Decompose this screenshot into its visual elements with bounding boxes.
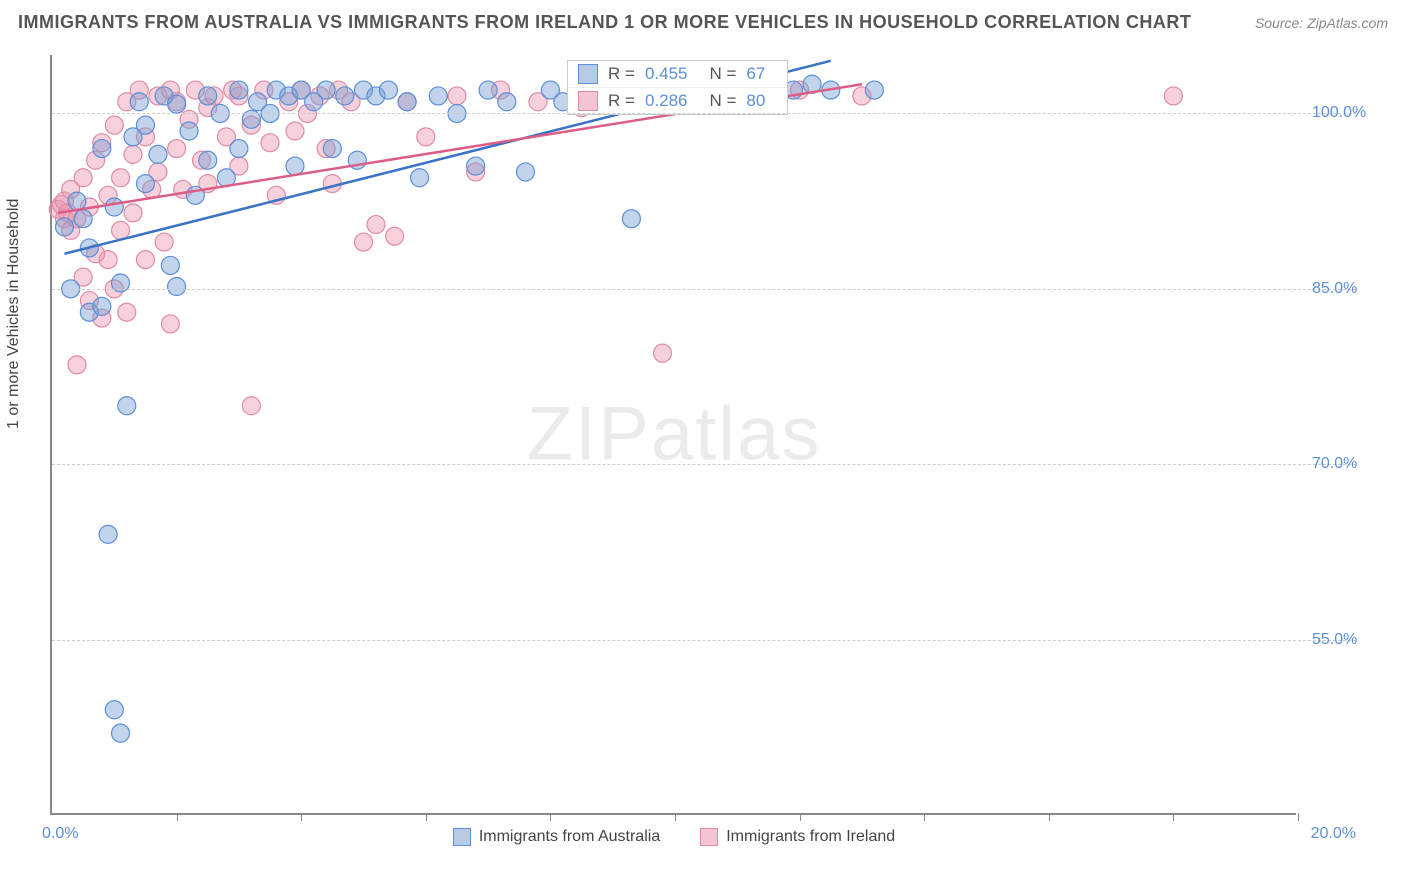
legend-swatch-australia <box>453 828 471 846</box>
y-tick-label: 70.0% <box>1312 455 1357 473</box>
gridline-h <box>52 289 1356 290</box>
legend-label-ireland: Immigrants from Ireland <box>726 828 895 846</box>
x-tick <box>550 813 551 821</box>
gridline-h <box>52 113 1356 114</box>
chart-title: IMMIGRANTS FROM AUSTRALIA VS IMMIGRANTS … <box>18 12 1191 33</box>
x-axis-max-label: 20.0% <box>1311 825 1356 843</box>
r-label: R = <box>608 91 635 111</box>
bottom-legend: Immigrants from Australia Immigrants fro… <box>52 828 1296 846</box>
x-tick <box>301 813 302 821</box>
n-value-ireland: 80 <box>746 91 765 111</box>
gridline-h <box>52 464 1356 465</box>
correlation-legend: R = 0.455 N = 67 R = 0.286 N = 80 <box>567 60 788 115</box>
legend-swatch-ireland <box>700 828 718 846</box>
legend-item-australia: Immigrants from Australia <box>453 828 660 846</box>
x-tick <box>675 813 676 821</box>
r-label: R = <box>608 64 635 84</box>
n-label: N = <box>709 91 736 111</box>
x-tick <box>177 813 178 821</box>
x-tick <box>1049 813 1050 821</box>
n-label: N = <box>709 64 736 84</box>
swatch-australia <box>578 64 598 84</box>
x-tick <box>1173 813 1174 821</box>
legend-label-australia: Immigrants from Australia <box>479 828 660 846</box>
y-tick-label: 55.0% <box>1312 631 1357 649</box>
y-tick-label: 100.0% <box>1312 104 1366 122</box>
r-value-australia: 0.455 <box>645 64 688 84</box>
y-tick-label: 85.0% <box>1312 280 1357 298</box>
n-value-australia: 67 <box>746 64 765 84</box>
stat-row-australia: R = 0.455 N = 67 <box>568 61 787 88</box>
stat-row-ireland: R = 0.286 N = 80 <box>568 88 787 114</box>
swatch-ireland <box>578 91 598 111</box>
x-tick <box>1298 813 1299 821</box>
gridline-h <box>52 640 1356 641</box>
y-axis-label: 1 or more Vehicles in Household <box>5 199 23 429</box>
plot-area: ZIPatlas R = 0.455 N = 67 R = 0.286 N = … <box>50 55 1296 815</box>
x-tick <box>426 813 427 821</box>
source-attribution: Source: ZipAtlas.com <box>1255 15 1388 31</box>
chart-svg <box>52 55 1296 813</box>
legend-item-ireland: Immigrants from Ireland <box>700 828 895 846</box>
x-tick <box>800 813 801 821</box>
r-value-ireland: 0.286 <box>645 91 688 111</box>
x-tick <box>924 813 925 821</box>
title-bar: IMMIGRANTS FROM AUSTRALIA VS IMMIGRANTS … <box>18 12 1388 33</box>
